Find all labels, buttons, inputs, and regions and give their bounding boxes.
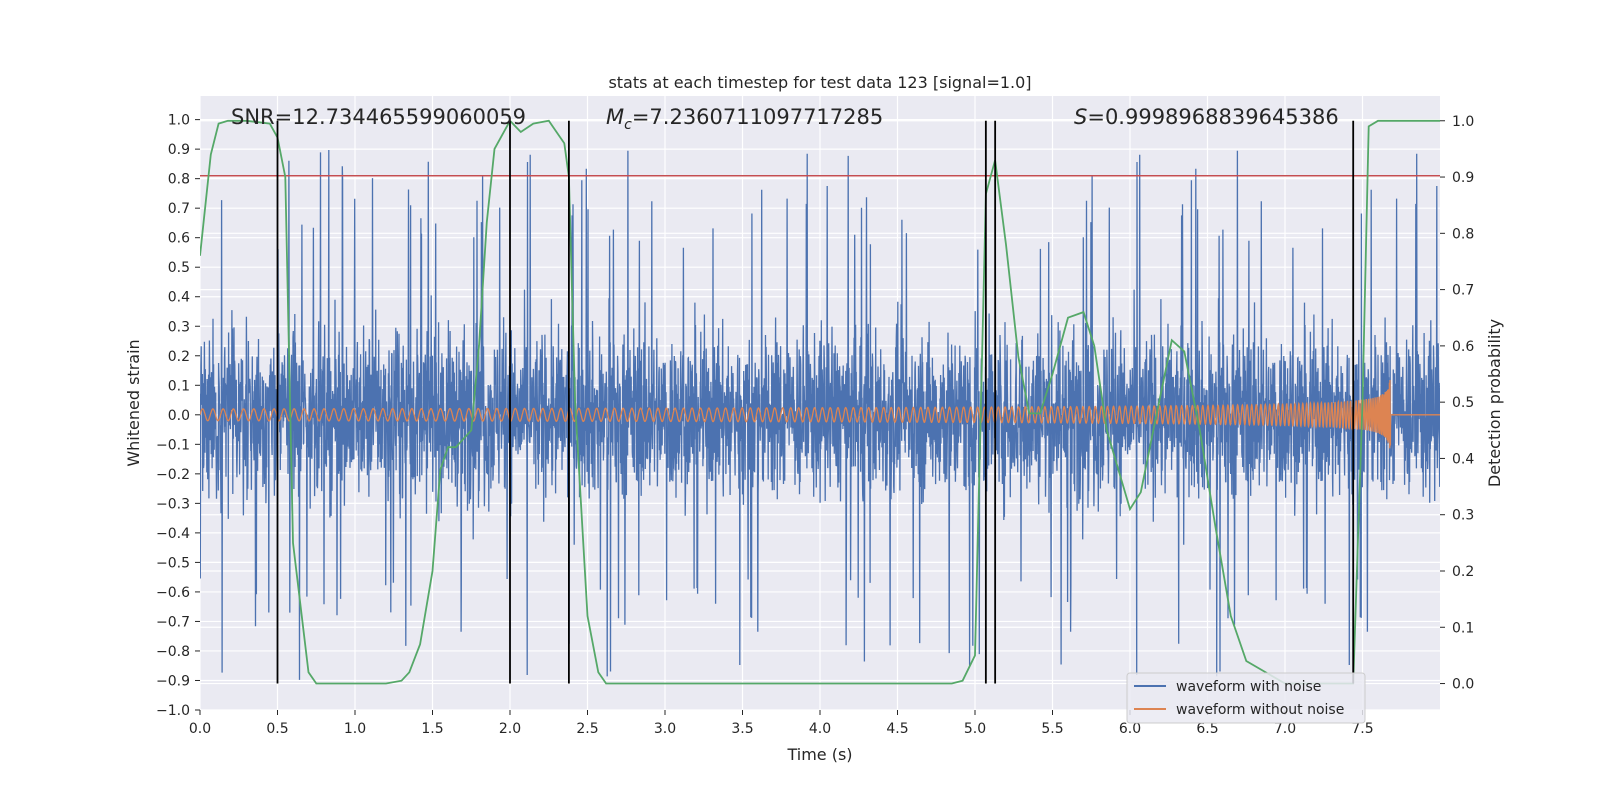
chirp-mass-value: =7.2360711097717285 xyxy=(632,105,883,129)
x-tick-label: 2.5 xyxy=(576,721,598,737)
y-axis-label: Whitened strain xyxy=(124,339,143,466)
chirp-mass-subscript: c xyxy=(624,117,632,133)
legend: waveform with noise waveform without noi… xyxy=(1126,672,1366,724)
legend-label-clean: waveform without noise xyxy=(1176,702,1344,718)
right-tick-label: 0.6 xyxy=(1452,339,1474,355)
right-tick-label: 0.4 xyxy=(1452,451,1474,467)
waveform-with-noise-line xyxy=(200,149,1440,680)
y-tick-label: −0.4 xyxy=(156,526,190,542)
y-tick-label: −0.1 xyxy=(156,437,190,453)
data-series xyxy=(200,119,1440,685)
x-tick-label: 3.5 xyxy=(731,721,753,737)
right-tick-label: 0.5 xyxy=(1452,395,1474,411)
right-tick-label: 0.9 xyxy=(1452,170,1474,186)
x-axis-ticks: 0.0 0.5 1.0 1.5 2.0 2.5 3.0 3.5 4.0 4.5 5.0 5.5 6.0 6… xyxy=(189,710,1374,737)
x-tick-label: 0.0 xyxy=(189,721,211,737)
x-tick-label: 5.0 xyxy=(964,721,986,737)
y-tick-label: 0.6 xyxy=(168,231,190,247)
snr-annotation: SNR=12.734465599060059 xyxy=(231,105,526,129)
chart-title: stats at each timestep for test data 123… xyxy=(608,73,1031,92)
legend-label-noise: waveform with noise xyxy=(1176,679,1321,695)
right-tick-label: 0.3 xyxy=(1452,508,1474,524)
right-tick-label: 0.2 xyxy=(1452,564,1474,580)
chirp-mass-annotation: Mc=7.2360711097717285 xyxy=(606,105,883,133)
right-tick-label: 1.0 xyxy=(1452,114,1474,130)
x-tick-label: 2.0 xyxy=(499,721,521,737)
x-axis-label: Time (s) xyxy=(786,745,852,764)
y-axis-ticks: 1.0 0.9 0.8 0.7 0.6 0.5 0.4 0.3 0.2 0.1 0.0 −0.1 −0.… xyxy=(156,113,200,719)
y-tick-label: 0.2 xyxy=(168,349,190,365)
x-tick-label: 7.5 xyxy=(1351,721,1373,737)
y-tick-label: −0.2 xyxy=(156,467,190,483)
y-tick-label: −0.3 xyxy=(156,496,190,512)
x-tick-label: 1.0 xyxy=(344,721,366,737)
x-tick-label: 6.5 xyxy=(1196,721,1218,737)
detection-probability-line xyxy=(200,119,1440,685)
significance-value: =0.9998968839645386 xyxy=(1087,105,1338,129)
right-tick-label: 0.0 xyxy=(1452,677,1474,693)
y-tick-label: 0.9 xyxy=(168,142,190,158)
x-tick-label: 5.5 xyxy=(1041,721,1063,737)
y-tick-label: −1.0 xyxy=(156,703,190,719)
significance-symbol: S xyxy=(1074,105,1087,129)
right-tick-label: 0.7 xyxy=(1452,283,1474,299)
y-tick-label: 1.0 xyxy=(168,113,190,129)
waveform-without-noise-line xyxy=(200,379,1440,449)
x-tick-label: 4.5 xyxy=(886,721,908,737)
y-tick-label: −0.5 xyxy=(156,555,190,571)
chirp-mass-symbol: M xyxy=(606,105,624,129)
y-tick-label: 0.3 xyxy=(168,319,190,335)
right-axis-ticks: 1.0 0.9 0.8 0.7 0.6 0.5 0.4 0.3 0.2 0.1 0.0 xyxy=(1440,114,1474,693)
x-tick-label: 7.0 xyxy=(1274,721,1296,737)
x-tick-label: 1.5 xyxy=(421,721,443,737)
y-tick-label: 0.1 xyxy=(168,378,190,394)
right-axis-label: Detection probability xyxy=(1485,319,1504,487)
y-tick-label: 0.5 xyxy=(168,260,190,276)
y-tick-label: 0.8 xyxy=(168,172,190,188)
x-tick-label: 3.0 xyxy=(654,721,676,737)
x-tick-label: 6.0 xyxy=(1119,721,1141,737)
x-tick-label: 4.0 xyxy=(809,721,831,737)
legend-box xyxy=(1126,672,1366,724)
right-tick-label: 0.1 xyxy=(1452,620,1474,636)
y-tick-label: 0.4 xyxy=(168,290,190,306)
y-tick-label: 0.0 xyxy=(168,408,190,424)
y-tick-label: −0.9 xyxy=(156,673,190,689)
y-tick-label: −0.7 xyxy=(156,614,190,630)
y-tick-label: −0.6 xyxy=(156,585,190,601)
x-tick-label: 0.5 xyxy=(266,721,288,737)
right-tick-label: 0.8 xyxy=(1452,226,1474,242)
vertical-marker-lines xyxy=(276,120,1355,684)
y-tick-label: 0.7 xyxy=(168,201,190,217)
y-tick-label: −0.8 xyxy=(156,644,190,660)
significance-annotation: S=0.9998968839645386 xyxy=(1074,105,1339,129)
